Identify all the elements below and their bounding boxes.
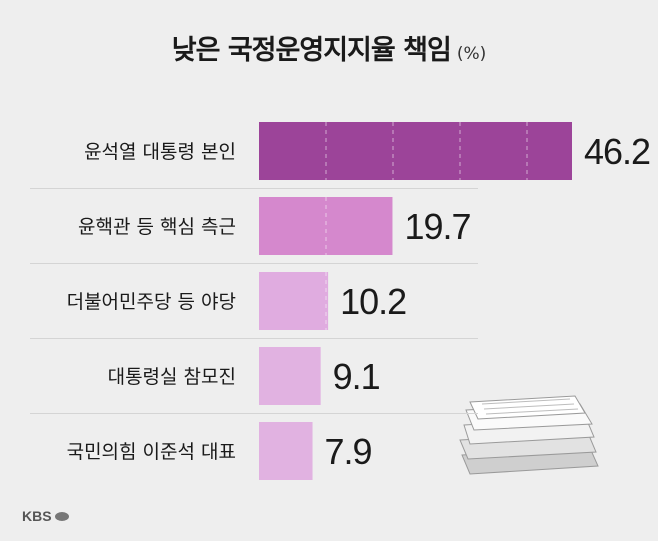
kbs-logo: KBS: [22, 508, 69, 524]
value-label-3: 10.2: [340, 281, 406, 322]
category-label-1: 윤석열 대통령 본인: [84, 141, 236, 163]
value-label-1: 46.2: [584, 131, 650, 172]
value-label-4: 9.1: [333, 356, 380, 397]
bar-4: [259, 347, 321, 405]
category-label-2: 윤핵관 등 핵심 측근: [78, 216, 236, 238]
paper-stack-illustration: [459, 395, 599, 475]
chart-unit: (%): [456, 44, 487, 64]
category-label-5: 국민의힘 이준석 대표: [67, 441, 236, 463]
chart-title-text: 낮은 국정운영지지율 책임: [171, 35, 452, 66]
chart-title: 낮은 국정운영지지율 책임 (%): [0, 28, 658, 67]
category-label-4: 대통령실 참모진: [108, 366, 236, 388]
bar-3: [259, 272, 329, 330]
kbs-eye-icon: [54, 511, 69, 521]
value-label-5: 7.9: [325, 431, 372, 472]
kbs-logo-text: KBS: [22, 508, 52, 524]
category-label-3: 더불어민주당 등 야당: [67, 291, 236, 313]
value-label-2: 19.7: [404, 206, 470, 247]
bar-1: [259, 122, 572, 180]
bar-5: [259, 422, 313, 480]
